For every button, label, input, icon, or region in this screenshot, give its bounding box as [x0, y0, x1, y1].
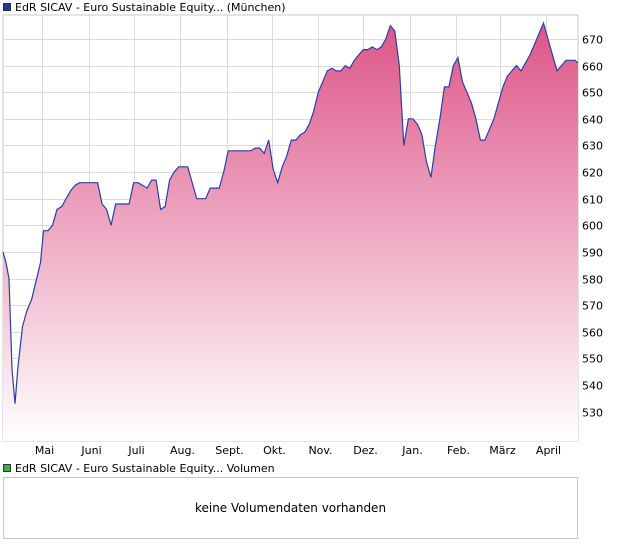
- price-chart: 530 540 550 560 570 580 590 600 610 620 630 640 650 6…: [2, 14, 603, 457]
- y-tick-label: 610: [582, 194, 603, 207]
- x-tick-label: Juli: [127, 444, 144, 457]
- x-tick-label: Sept.: [215, 444, 244, 457]
- x-tick-label: Juni: [80, 444, 101, 457]
- y-tick-label: 600: [582, 220, 603, 233]
- volume-legend: EdR SICAV - Euro Sustainable Equity... V…: [3, 461, 275, 475]
- price-legend-label: EdR SICAV - Euro Sustainable Equity... (…: [15, 0, 286, 14]
- x-tick-label: Aug.: [170, 444, 195, 457]
- y-tick-label: 630: [582, 140, 603, 153]
- x-tick-label: März: [489, 444, 516, 457]
- y-tick-label: 550: [582, 353, 603, 366]
- price-area: [3, 23, 578, 441]
- x-tick-label: Mai: [35, 444, 54, 457]
- volume-legend-swatch: [3, 464, 11, 472]
- x-tick-label: April: [536, 444, 561, 457]
- y-tick-label: 620: [582, 167, 603, 180]
- y-tick-label: 540: [582, 380, 603, 393]
- y-tick-label: 580: [582, 274, 603, 287]
- y-tick-label: 560: [582, 327, 603, 340]
- y-tick-label: 570: [582, 300, 603, 313]
- x-tick-label: Feb.: [447, 444, 470, 457]
- volume-empty-message: keine Volumendaten vorhanden: [194, 501, 387, 515]
- y-tick-label: 660: [582, 61, 603, 74]
- x-tick-label: Jan.: [401, 444, 422, 457]
- y-tick-label: 640: [582, 114, 603, 127]
- y-tick-label: 590: [582, 247, 603, 260]
- volume-legend-label: EdR SICAV - Euro Sustainable Equity... V…: [15, 461, 275, 475]
- y-tick-label: 530: [582, 407, 603, 420]
- x-tick-label: Nov.: [308, 444, 332, 457]
- x-tick-label: Dez.: [353, 444, 378, 457]
- y-tick-label: 650: [582, 87, 603, 100]
- y-tick-label: 670: [582, 34, 603, 47]
- volume-chart-panel: keine Volumendaten vorhanden: [3, 477, 578, 539]
- x-tick-label: Okt.: [263, 444, 286, 457]
- price-legend-swatch: [3, 3, 11, 11]
- price-line: [2, 21, 579, 404]
- price-legend: EdR SICAV - Euro Sustainable Equity... (…: [3, 0, 286, 14]
